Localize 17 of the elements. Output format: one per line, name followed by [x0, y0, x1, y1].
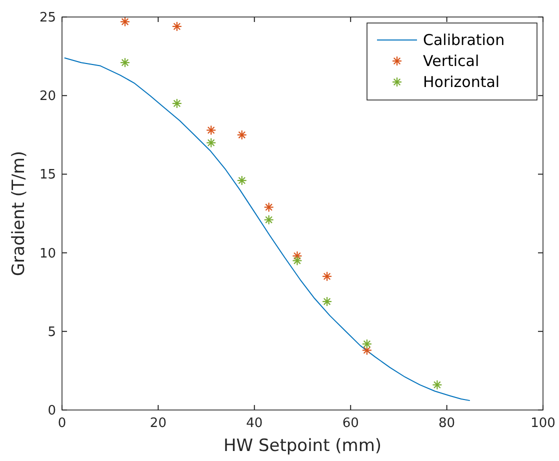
legend-label: Vertical — [423, 52, 480, 70]
legend-label: Calibration — [423, 31, 505, 49]
y-tick-label: 15 — [39, 168, 56, 183]
x-tick-label: 20 — [150, 416, 166, 431]
y-tick-label: 10 — [39, 246, 56, 262]
x-tick-label: 80 — [438, 416, 456, 431]
y-tick-label: 25 — [39, 10, 56, 26]
x-tick-label: 60 — [342, 416, 359, 431]
x-tick-label: 0 — [58, 416, 66, 431]
y-tick-label: 20 — [39, 89, 56, 104]
legend-label: Horizontal — [423, 73, 500, 91]
x-axis-title: HW Setpoint (mm) — [223, 436, 382, 456]
y-tick-label: 5 — [48, 324, 56, 340]
x-tick-label: 40 — [246, 416, 263, 431]
x-tick-label: 100 — [530, 416, 556, 431]
y-axis-title: Gradient (T/m) — [9, 150, 29, 276]
y-tick-label: 0 — [48, 404, 56, 418]
